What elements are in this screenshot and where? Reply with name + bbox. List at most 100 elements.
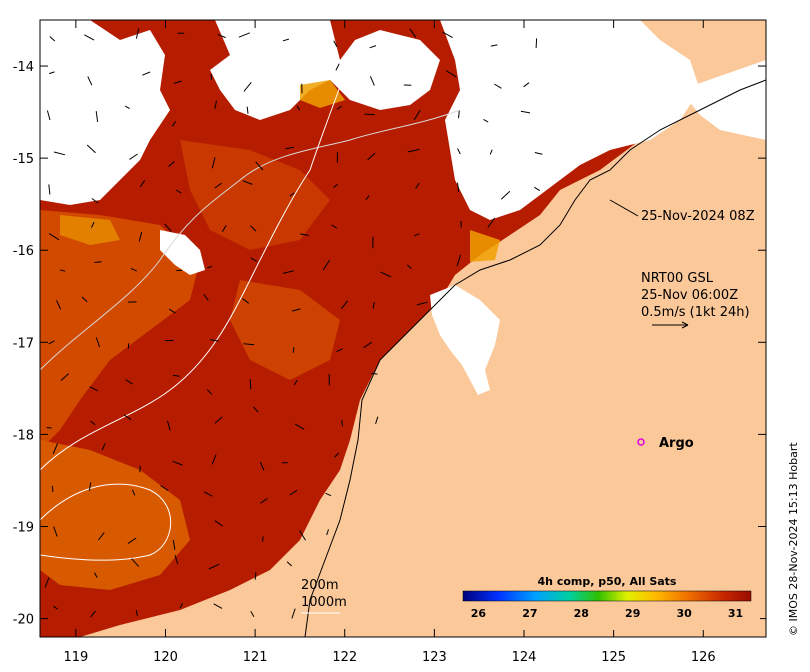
y-tick-label: -18 — [13, 428, 34, 443]
current-arrow — [331, 224, 338, 229]
current-arrow — [456, 254, 462, 267]
current-arrow — [94, 261, 102, 263]
current-arrow — [292, 347, 295, 353]
argo-label: Argo — [659, 436, 694, 451]
current-arrow — [409, 28, 417, 38]
sst-warm-patch — [230, 280, 340, 380]
current-arrow — [214, 416, 223, 424]
current-arrow — [334, 452, 340, 458]
x-tick-label: 120 — [153, 650, 178, 665]
current-arrow — [367, 152, 376, 161]
current-arrow — [254, 572, 257, 580]
current-arrow — [48, 184, 51, 195]
current-arrow — [322, 259, 331, 271]
current-arrow — [457, 182, 460, 192]
current-arrow — [457, 148, 461, 155]
current-arrow — [214, 520, 223, 527]
colorbar-tick-label: 30 — [676, 607, 692, 620]
current-arrow — [90, 420, 96, 426]
current-arrow — [282, 270, 295, 274]
current-arrow — [282, 38, 290, 42]
current-arrow — [255, 161, 264, 171]
current-arrow — [98, 532, 105, 541]
current-arrow — [131, 489, 136, 496]
current-arrow — [458, 110, 460, 119]
current-arrow — [211, 157, 216, 169]
current-arrow — [289, 489, 298, 496]
colorbar-tick-label: 27 — [522, 607, 537, 620]
sst-warm-fringe — [60, 215, 120, 245]
sst-warm-patch — [40, 440, 190, 590]
current-arrow — [214, 100, 217, 109]
plot-frame — [39, 19, 767, 638]
current-arrow — [291, 608, 296, 619]
x-tick-label: 123 — [422, 650, 447, 665]
current-arrow — [364, 113, 375, 116]
x-tick-label: 122 — [332, 650, 357, 665]
current-arrow — [296, 105, 301, 111]
current-arrow — [442, 31, 453, 39]
x-tick-label: 124 — [512, 650, 537, 665]
current-arrow — [174, 554, 179, 565]
current-arrow — [262, 536, 264, 542]
current-arrow — [326, 529, 329, 536]
current-arrow — [286, 561, 293, 567]
y-tick-label: -16 — [13, 244, 34, 259]
cloud-mask — [430, 285, 500, 395]
current-arrow — [90, 610, 96, 618]
current-arrow — [164, 223, 172, 232]
current-arrow — [56, 300, 62, 310]
y-tick-label: -19 — [13, 520, 34, 535]
current-arrow — [336, 105, 342, 110]
current-arrow — [130, 267, 138, 272]
current-arrow — [375, 416, 379, 424]
current-arrow — [414, 233, 420, 237]
current-arrow — [138, 231, 143, 242]
current-arrow — [341, 420, 343, 427]
coastline — [304, 79, 766, 637]
current-arrow — [291, 308, 301, 312]
current-arrow — [173, 374, 180, 377]
cloud-mask — [680, 60, 766, 140]
current-arrow — [91, 198, 99, 204]
sst-warm-patch — [180, 140, 330, 250]
current-arrow — [203, 491, 213, 497]
colorbar: 4h comp, p50, All Sats 26 27 28 29 30 31 — [450, 572, 760, 630]
current-arrow — [210, 339, 219, 342]
argo-marker[interactable] — [637, 438, 645, 446]
current-arrow — [246, 106, 249, 114]
credit-text: © IMOS 28-Nov-2024 15:13 Hobart — [787, 442, 800, 636]
current-arrow — [172, 539, 176, 550]
current-arrow — [534, 186, 541, 192]
current-arrow — [49, 36, 56, 42]
current-vectors — [44, 28, 543, 619]
current-arrow — [242, 180, 253, 185]
current-arrow — [289, 192, 295, 197]
current-arrow — [371, 372, 378, 375]
current-arrow — [168, 308, 176, 314]
current-arrow — [53, 526, 58, 537]
current-arrow — [250, 257, 258, 263]
current-arrow — [60, 373, 70, 381]
current-arrow — [243, 343, 255, 346]
current-arrow — [46, 427, 52, 429]
cloud-mask — [160, 230, 205, 275]
x-axis: 119 120 121 122 123 124 125 126 — [63, 20, 716, 665]
current-arrow — [95, 337, 100, 348]
y-tick-label: -17 — [13, 336, 34, 351]
y-axis: -14 -15 -16 -17 -18 -19 -20 — [13, 60, 766, 628]
bathymetry-1000m — [40, 483, 172, 561]
current-arrow — [535, 38, 538, 49]
current-arrow — [179, 603, 184, 609]
current-arrow — [53, 151, 66, 156]
cloud-mask — [40, 20, 170, 205]
y-tick-label: -14 — [13, 60, 34, 75]
current-arrow — [203, 294, 209, 301]
current-arrow — [175, 189, 182, 194]
plot-area — [40, 20, 766, 637]
current-arrow — [88, 482, 92, 491]
current-scale-label: 0.5m/s (1kt 24h) — [641, 305, 750, 320]
current-source-label: NRT00 GSL — [641, 271, 714, 286]
current-arrow — [372, 301, 375, 309]
